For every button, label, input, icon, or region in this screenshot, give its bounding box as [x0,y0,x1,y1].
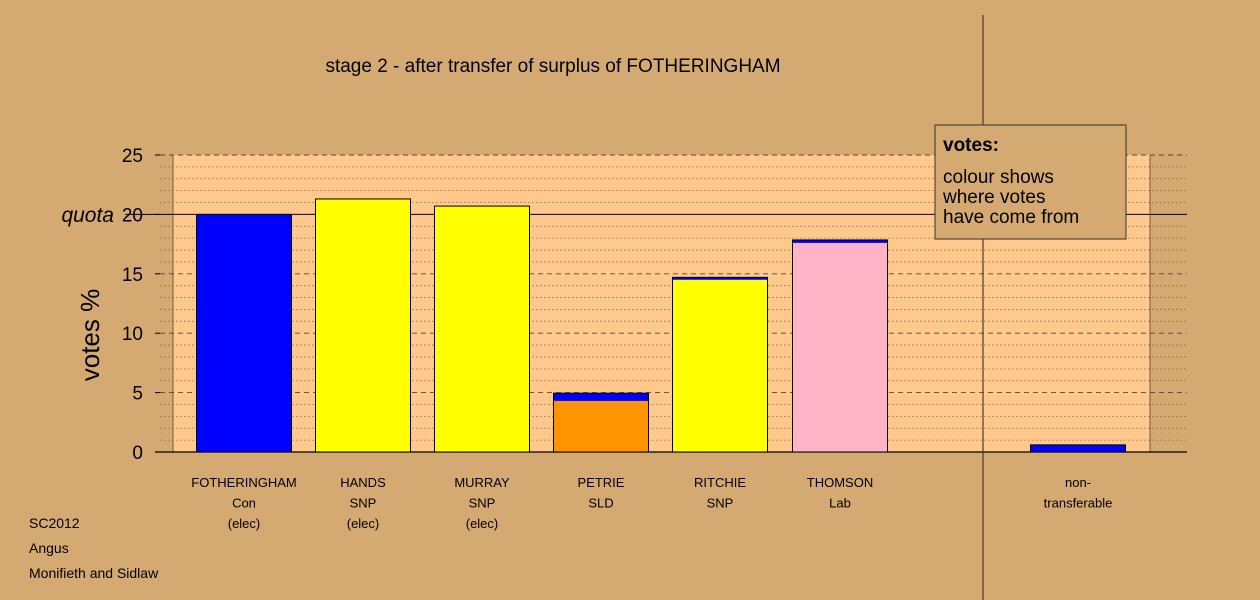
category-label: RITCHIE [694,475,746,490]
bar-outline [672,276,768,453]
y-tick-label: 15 [122,265,143,286]
category-label: SNP [707,496,734,511]
legend-line: have come from [943,207,1079,228]
bar-segment [672,279,768,452]
category-label: (elec) [228,516,261,531]
bar-outline [315,198,411,453]
y-axis-label: votes % [75,289,105,382]
footer-line: Angus [29,540,69,556]
legend: votes: colour shows where votes have com… [934,124,1127,240]
category-label: transferable [1044,496,1113,511]
bar-segment [434,206,530,452]
category-label: SNP [350,496,377,511]
y-tick-label: 5 [132,384,143,405]
y-tick-label: 0 [132,443,143,464]
y-tick-label: 10 [122,324,143,345]
category-label: THOMSON [807,475,873,490]
legend-line: colour shows [943,167,1054,188]
category-label: MURRAY [454,475,510,490]
bar-segment [672,277,768,280]
chart-title: stage 2 - after transfer of surplus of F… [325,56,780,77]
bar-outline [1030,444,1126,453]
category-label: Con [232,496,256,511]
category-label: SNP [469,496,496,511]
category-label: HANDS [340,475,386,490]
bar-segment [315,198,411,452]
bar-outline [434,205,530,453]
y-tick-label: 20 [122,205,143,226]
category-label: (elec) [347,516,380,531]
category-label: PETRIE [578,475,625,490]
bar-segment [792,239,888,243]
y-tick-label: 25 [122,146,143,167]
bar-segment [196,214,292,452]
bar-outline [792,239,888,453]
footer-line: Monifieth and Sidlaw [29,565,159,581]
category-label: non- [1065,475,1091,490]
bars [196,198,1126,453]
footer-line: SC2012 [29,515,80,531]
legend-box [934,124,1127,240]
category-label: Lab [829,496,851,511]
footer: SC2012 Angus Monifieth and Sidlaw [29,515,159,581]
legend-line: where votes [942,187,1045,208]
category-label: (elec) [466,516,499,531]
category-labels: FOTHERINGHAM Con (elec) HANDS SNP (elec) MURRA… [191,475,1112,531]
bar-segment [553,393,649,401]
legend-title: votes: [943,135,999,156]
bar-outline [553,392,649,453]
bar-segment [792,242,888,452]
category-label: SLD [588,496,613,511]
category-label: FOTHERINGHAM [191,475,296,490]
bar-segment [1030,444,1126,452]
quota-label: quota [61,204,114,227]
bar-segment [553,400,649,452]
bar-outline [196,213,292,453]
